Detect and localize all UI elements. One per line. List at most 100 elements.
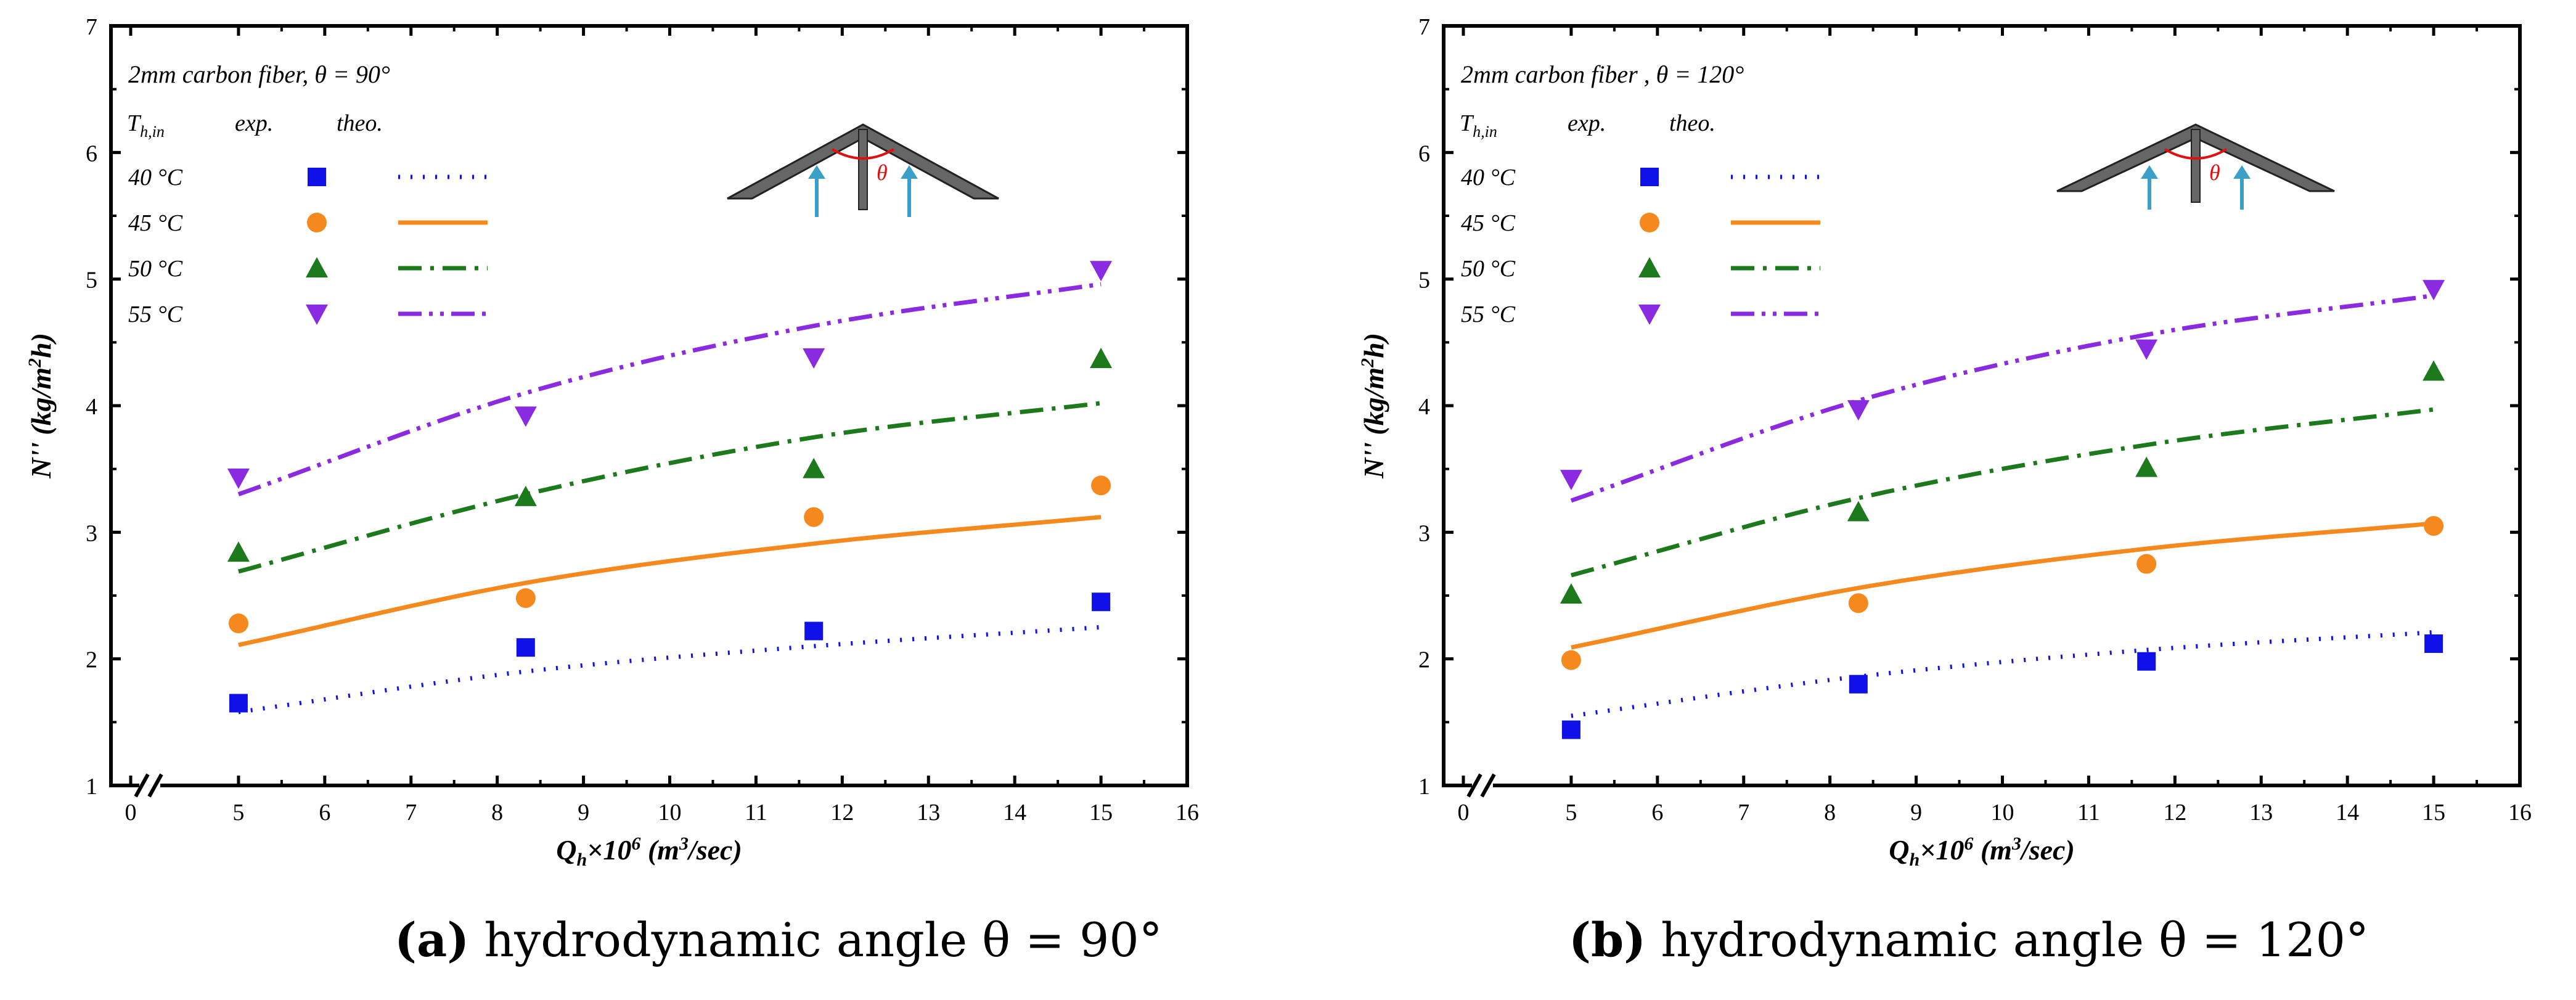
exp-point bbox=[804, 621, 824, 641]
plot-frame bbox=[109, 24, 1189, 787]
legend-marker bbox=[307, 213, 327, 232]
x-tick-label: 7 bbox=[1738, 800, 1749, 826]
center-fin bbox=[2191, 129, 2201, 203]
y-axis-label: N'' (kg/m2h) bbox=[25, 333, 57, 479]
flow-arrow-head bbox=[2141, 165, 2158, 179]
exp-point bbox=[1560, 470, 1582, 491]
legend-label: 45 °C bbox=[1461, 210, 1516, 236]
axis-break-mark bbox=[1480, 773, 1496, 798]
exp-point bbox=[1091, 475, 1111, 496]
axis-break-mark bbox=[1466, 773, 1482, 798]
legend-header-theo: theo. bbox=[337, 110, 383, 136]
legend-marker bbox=[1640, 168, 1659, 186]
caption-b-text: hydrodynamic angle θ = 120° bbox=[1661, 912, 2369, 967]
exp-point bbox=[227, 469, 250, 490]
exp-point bbox=[1848, 593, 1868, 613]
caption-b-letter: (b) bbox=[1569, 912, 1646, 967]
legend-marker bbox=[306, 305, 328, 325]
y-tick-label: 5 bbox=[1418, 268, 1430, 293]
angle-arc bbox=[2164, 148, 2228, 160]
x-tick-label: 9 bbox=[1910, 800, 1922, 826]
y-tick-label: 5 bbox=[86, 268, 97, 293]
x-tick-label: 16 bbox=[2508, 800, 2532, 826]
caption-a: (a) hydrodynamic angle θ = 90° bbox=[395, 912, 1163, 968]
exp-point bbox=[1561, 720, 1580, 739]
exp-point bbox=[2135, 456, 2158, 477]
legend-header-theo: theo. bbox=[1669, 110, 1715, 136]
roof-plate bbox=[727, 123, 999, 200]
exp-point bbox=[515, 588, 536, 609]
x-tick-label: 10 bbox=[1991, 800, 2014, 826]
x-tick-label: 14 bbox=[1003, 800, 1026, 826]
legend-label: 50 °C bbox=[1461, 256, 1516, 282]
legend-header-temp: Th,in bbox=[127, 110, 165, 141]
x-tick-label: 12 bbox=[2163, 800, 2186, 826]
x-tick-label: 13 bbox=[917, 800, 940, 826]
theo-curve bbox=[238, 625, 1102, 715]
x-tick-label: 7 bbox=[405, 800, 417, 826]
exp-point bbox=[1092, 592, 1111, 612]
legend-label: 55 °C bbox=[1461, 301, 1516, 327]
flow-arrow-head bbox=[808, 165, 825, 179]
exp-point bbox=[2137, 652, 2156, 671]
exp-point bbox=[1090, 348, 1113, 369]
x-tick-label: 6 bbox=[319, 800, 330, 826]
legend-header-temp: Th,in bbox=[1460, 110, 1497, 141]
y-tick-label: 6 bbox=[1418, 141, 1430, 166]
exp-point bbox=[2423, 360, 2445, 381]
x-tick-label: 11 bbox=[2077, 800, 2100, 826]
x-tick-label: 13 bbox=[2249, 800, 2273, 826]
legend-marker bbox=[1640, 213, 1659, 232]
x-tick-label: 14 bbox=[2336, 800, 2359, 826]
exp-point bbox=[2136, 554, 2157, 574]
x-tick-label: 15 bbox=[2422, 800, 2445, 826]
exp-point bbox=[229, 694, 248, 713]
x-tick-label: 0 bbox=[1458, 800, 1470, 826]
x-tick-label: 9 bbox=[578, 800, 589, 826]
legend-marker bbox=[1638, 305, 1661, 325]
exp-point bbox=[227, 541, 250, 562]
y-tick-label: 2 bbox=[86, 647, 97, 673]
theo-curve bbox=[238, 515, 1102, 647]
legend-label: 45 °C bbox=[128, 210, 183, 236]
y-tick-label: 2 bbox=[1418, 647, 1430, 673]
y-tick-label: 4 bbox=[1418, 394, 1430, 420]
exp-point bbox=[804, 507, 824, 527]
exp-point bbox=[514, 406, 537, 427]
y-tick-label: 1 bbox=[1418, 774, 1430, 800]
theo-curve bbox=[1571, 630, 2434, 718]
y-tick-label: 6 bbox=[86, 141, 97, 166]
caption-a-letter: (a) bbox=[395, 912, 470, 967]
exp-point bbox=[1847, 501, 1870, 522]
legend-label: 55 °C bbox=[128, 301, 183, 327]
x-tick-label: 10 bbox=[658, 800, 682, 826]
x-tick-label: 8 bbox=[1824, 800, 1836, 826]
axis-break-mark bbox=[147, 773, 163, 798]
exp-point bbox=[1090, 261, 1113, 282]
legend-header-exp: exp. bbox=[235, 110, 273, 136]
exp-point bbox=[514, 485, 537, 506]
x-tick-label: 5 bbox=[232, 800, 244, 826]
legend-marker bbox=[308, 168, 326, 186]
theta-label: θ bbox=[2209, 160, 2220, 185]
x-axis-label: Qh×106 (m3/sec) bbox=[556, 834, 742, 870]
exp-point bbox=[2423, 280, 2445, 301]
theo-curve bbox=[1570, 407, 2434, 578]
theo-curve bbox=[237, 282, 1102, 497]
y-tick-label: 3 bbox=[86, 520, 97, 546]
x-tick-label: 8 bbox=[491, 800, 503, 826]
chart-annotation: 2mm carbon fiber , θ = 120° bbox=[1461, 60, 1744, 88]
exp-point bbox=[1561, 650, 1581, 670]
exp-point bbox=[1849, 674, 1868, 694]
fin-inset-diagram: θ bbox=[727, 123, 999, 217]
theo-curve bbox=[1571, 521, 2434, 650]
flow-arrow-head bbox=[2233, 165, 2251, 179]
exp-point bbox=[228, 613, 248, 634]
y-axis-label: N'' (kg/m2h) bbox=[1357, 333, 1389, 479]
x-tick-label: 12 bbox=[830, 800, 854, 826]
x-tick-label: 11 bbox=[745, 800, 767, 826]
center-fin bbox=[858, 129, 868, 210]
